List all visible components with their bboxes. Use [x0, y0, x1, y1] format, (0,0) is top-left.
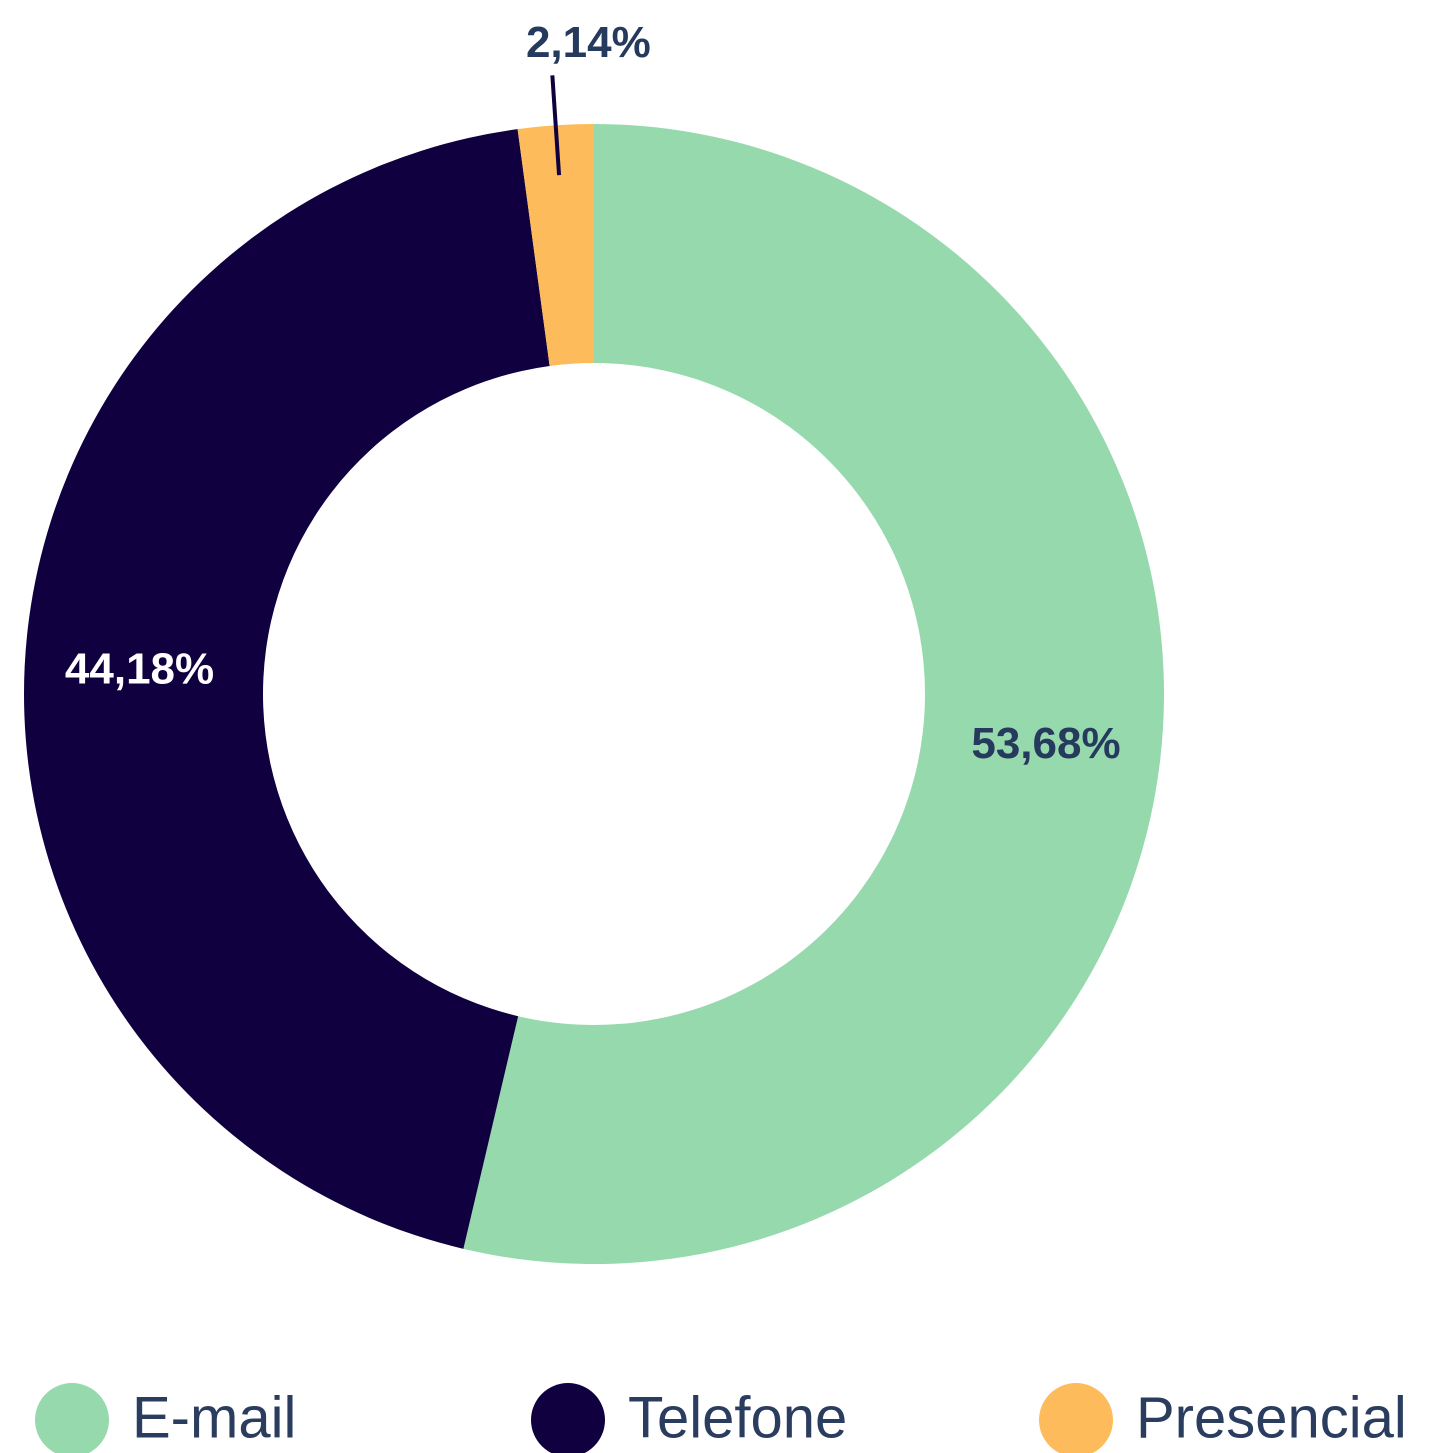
donut-slice: [24, 129, 550, 1249]
value-label: 44,18%: [65, 645, 214, 694]
legend-marker: [1039, 1383, 1113, 1453]
legend-marker: [35, 1383, 109, 1453]
legend-label: Presencial: [1136, 1385, 1407, 1450]
value-label: 2,14%: [526, 18, 651, 67]
legend-label: E-mail: [132, 1385, 296, 1450]
donut-slice: [463, 124, 1164, 1264]
leader-line: [550, 75, 562, 176]
donut-slice: [517, 124, 594, 366]
legend-label: Telefone: [628, 1385, 847, 1450]
legend-marker: [531, 1383, 605, 1453]
value-label: 53,68%: [971, 719, 1120, 768]
